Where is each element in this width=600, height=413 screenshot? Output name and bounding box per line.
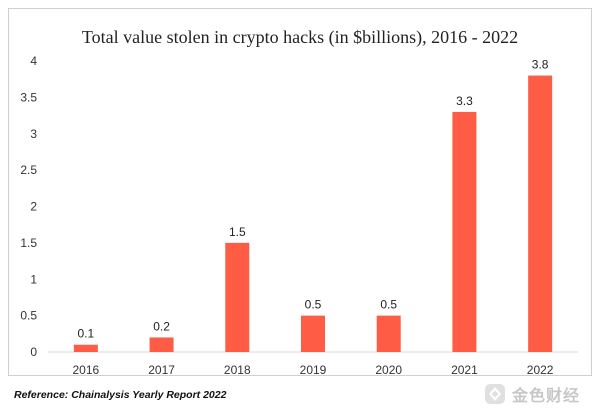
bar [528,75,553,353]
bar [376,315,401,352]
x-tick-label: 2019 [300,363,327,377]
y-tick-label: 0.5 [20,309,37,323]
data-label: 3.8 [532,58,549,72]
y-tick-label: 3 [30,127,37,141]
x-tick-label: 2016 [73,363,100,377]
bar [149,337,174,352]
bar [225,242,250,352]
y-tick-label: 1 [30,272,37,286]
chart-frame [8,8,592,376]
watermark-logo-icon [485,384,505,404]
watermark: 金色财经 [484,382,580,406]
data-label: 0.5 [305,298,322,312]
bar [73,344,98,352]
y-tick-label: 2.5 [20,163,37,177]
bar [301,315,325,352]
data-label: 0.5 [380,298,397,312]
x-tick-label: 2021 [451,363,478,377]
data-label: 0.2 [153,319,170,333]
y-tick-label: 1.5 [20,236,37,250]
x-tick-label: 2017 [148,363,175,377]
x-tick-label: 2018 [224,363,251,377]
y-tick-label: 2 [30,200,37,214]
chart-title: Total value stolen in crypto hacks (in $… [81,27,519,47]
data-label: 3.3 [456,94,473,108]
y-tick-label: 0 [30,345,37,359]
y-tick-label: 3.5 [20,90,37,104]
y-tick-label: 4 [30,54,37,68]
bar [452,111,477,352]
x-tick-label: 2020 [375,363,402,377]
data-label: 1.5 [229,225,246,239]
data-label: 0.1 [78,327,95,341]
watermark-text: 金色财经 [512,386,581,405]
reference-note: Reference: Chainalysis Yearly Report 202… [14,389,227,401]
x-tick-label: 2022 [527,363,554,377]
